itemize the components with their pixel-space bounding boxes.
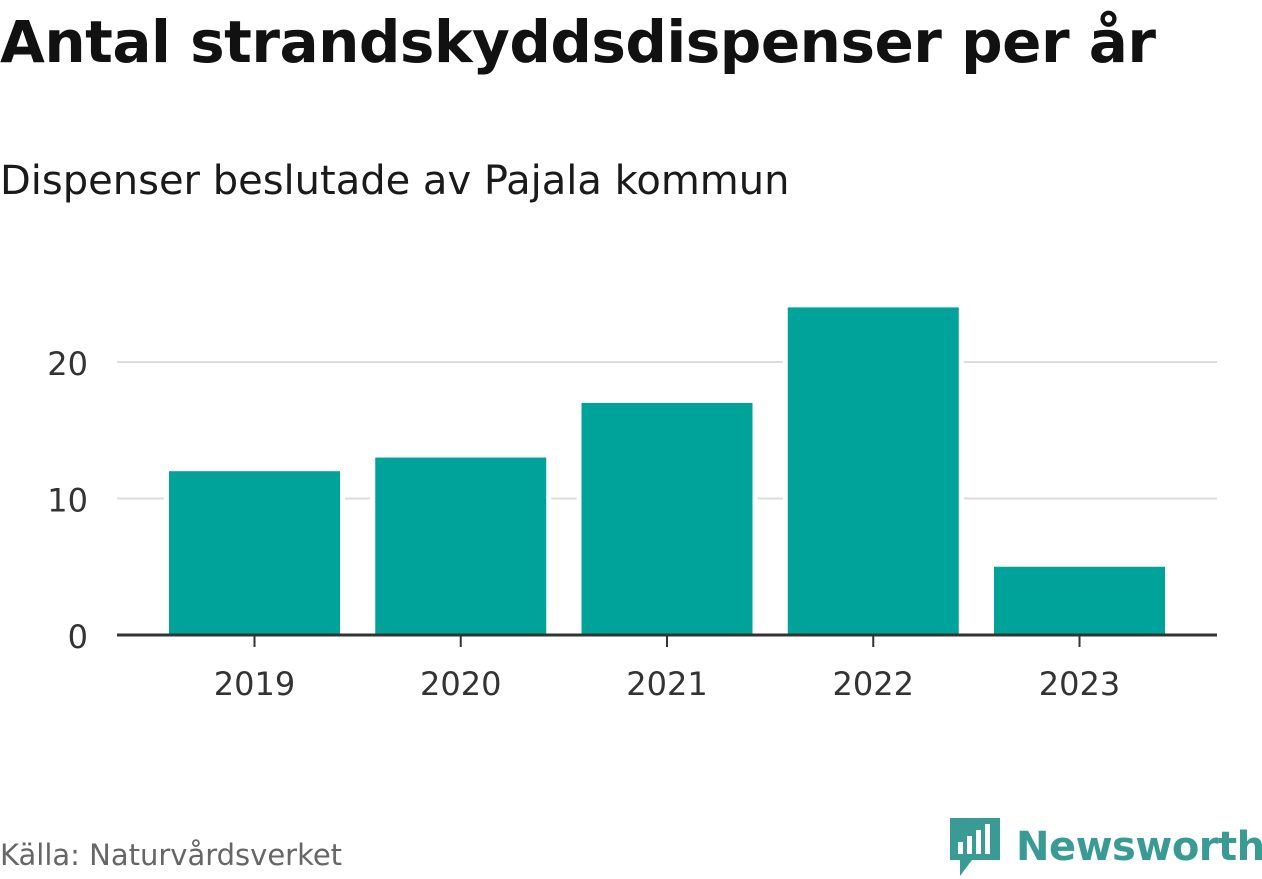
x-tick-label-2021: 2021 (626, 665, 707, 703)
bar-2023 (994, 566, 1165, 635)
x-tick-label-2019: 2019 (214, 665, 295, 703)
newsworthy-logo: Newsworthy (950, 818, 1262, 876)
chart-title: Antal strandskyddsdispenser per år (0, 8, 1156, 76)
y-tick-label-20: 20 (47, 345, 88, 383)
bar-2021 (581, 402, 753, 635)
x-tick-label-2023: 2023 (1039, 665, 1120, 703)
newsworthy-chart-icon (950, 818, 1000, 876)
x-tick-label-2020: 2020 (420, 665, 501, 703)
source-note: Källa: Naturvårdsverket (0, 838, 343, 872)
y-tick-label-10: 10 (47, 482, 88, 520)
bar-2019 (169, 471, 340, 635)
x-tick-label-2022: 2022 (833, 665, 914, 703)
logo-text: Newsworthy (1016, 824, 1262, 870)
bar-2020 (375, 457, 547, 635)
y-tick-label-0: 0 (68, 618, 88, 656)
bar-2022 (787, 307, 959, 635)
chart-subtitle: Dispenser beslutade av Pajala kommun (0, 158, 790, 204)
